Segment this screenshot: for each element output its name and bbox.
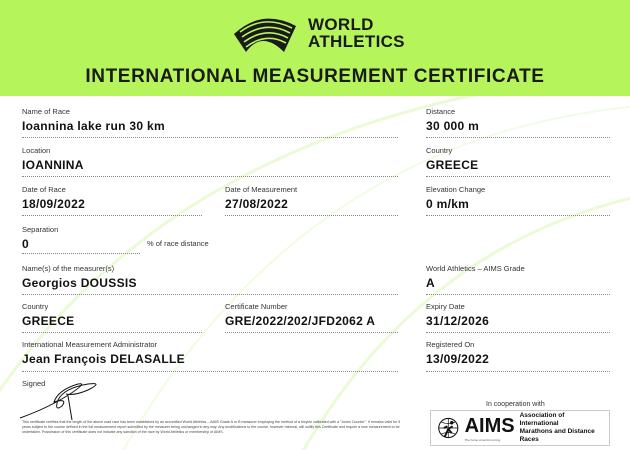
field-administrator: International Measurement Administrator J… xyxy=(22,340,185,366)
certificate-header: WORLD ATHLETICS INTERNATIONAL MEASUREMENT… xyxy=(0,0,630,96)
field-date-of-race: Date of Race 18/09/2022 xyxy=(22,185,86,211)
aims-tagline: The home of world running xyxy=(464,437,501,442)
world-athletics-logo: WORLD ATHLETICS xyxy=(232,12,405,54)
aims-full-name: Marathons and Distance Races xyxy=(519,428,595,443)
field-registered: Registered On 13/09/2022 xyxy=(426,340,490,366)
aims-globe-runner-icon xyxy=(438,417,459,439)
field-measurer: Name(s) of the measurer(s) Georgios DOUSS… xyxy=(22,264,137,290)
aims-logo: AIMS The home of world running Associati… xyxy=(430,410,610,446)
aims-wordmark: AIMS xyxy=(464,414,515,437)
separation-unit: % of race distance xyxy=(147,239,209,248)
field-country: Country GREECE xyxy=(426,146,479,172)
signature xyxy=(19,383,97,420)
field-grade: World Athletics – AIMS Grade A xyxy=(426,264,525,290)
field-location: Location IOANNINA xyxy=(22,146,84,172)
field-certificate-number: Certificate Number GRE/2022/202/JFD2062 A xyxy=(225,302,376,328)
field-race-name: Name of Race Ioannina lake run 30 km xyxy=(22,107,165,133)
cooperation-label: In cooperation with xyxy=(486,401,545,408)
world-athletics-emblem-icon xyxy=(234,18,296,52)
field-date-of-measurement: Date of Measurement 27/08/2022 xyxy=(225,185,298,211)
field-measurer-country: Country GREECE xyxy=(22,302,75,328)
signed-label: Signed xyxy=(22,379,46,388)
field-distance: Distance 30 000 m xyxy=(426,107,480,133)
field-expiry: Expiry Date 31/12/2026 xyxy=(426,302,490,328)
fine-print: This certificate certifies that the leng… xyxy=(22,420,401,434)
page-title: INTERNATIONAL MEASUREMENT CERTIFICATE xyxy=(85,66,545,87)
logo-text: WORLD xyxy=(308,15,374,34)
logo-text: ATHLETICS xyxy=(308,32,405,51)
field-elevation: Elevation Change 0 m/km xyxy=(426,185,486,211)
field-separation: Separation 0 xyxy=(22,225,59,251)
aims-full-name: Association of International xyxy=(519,412,565,427)
